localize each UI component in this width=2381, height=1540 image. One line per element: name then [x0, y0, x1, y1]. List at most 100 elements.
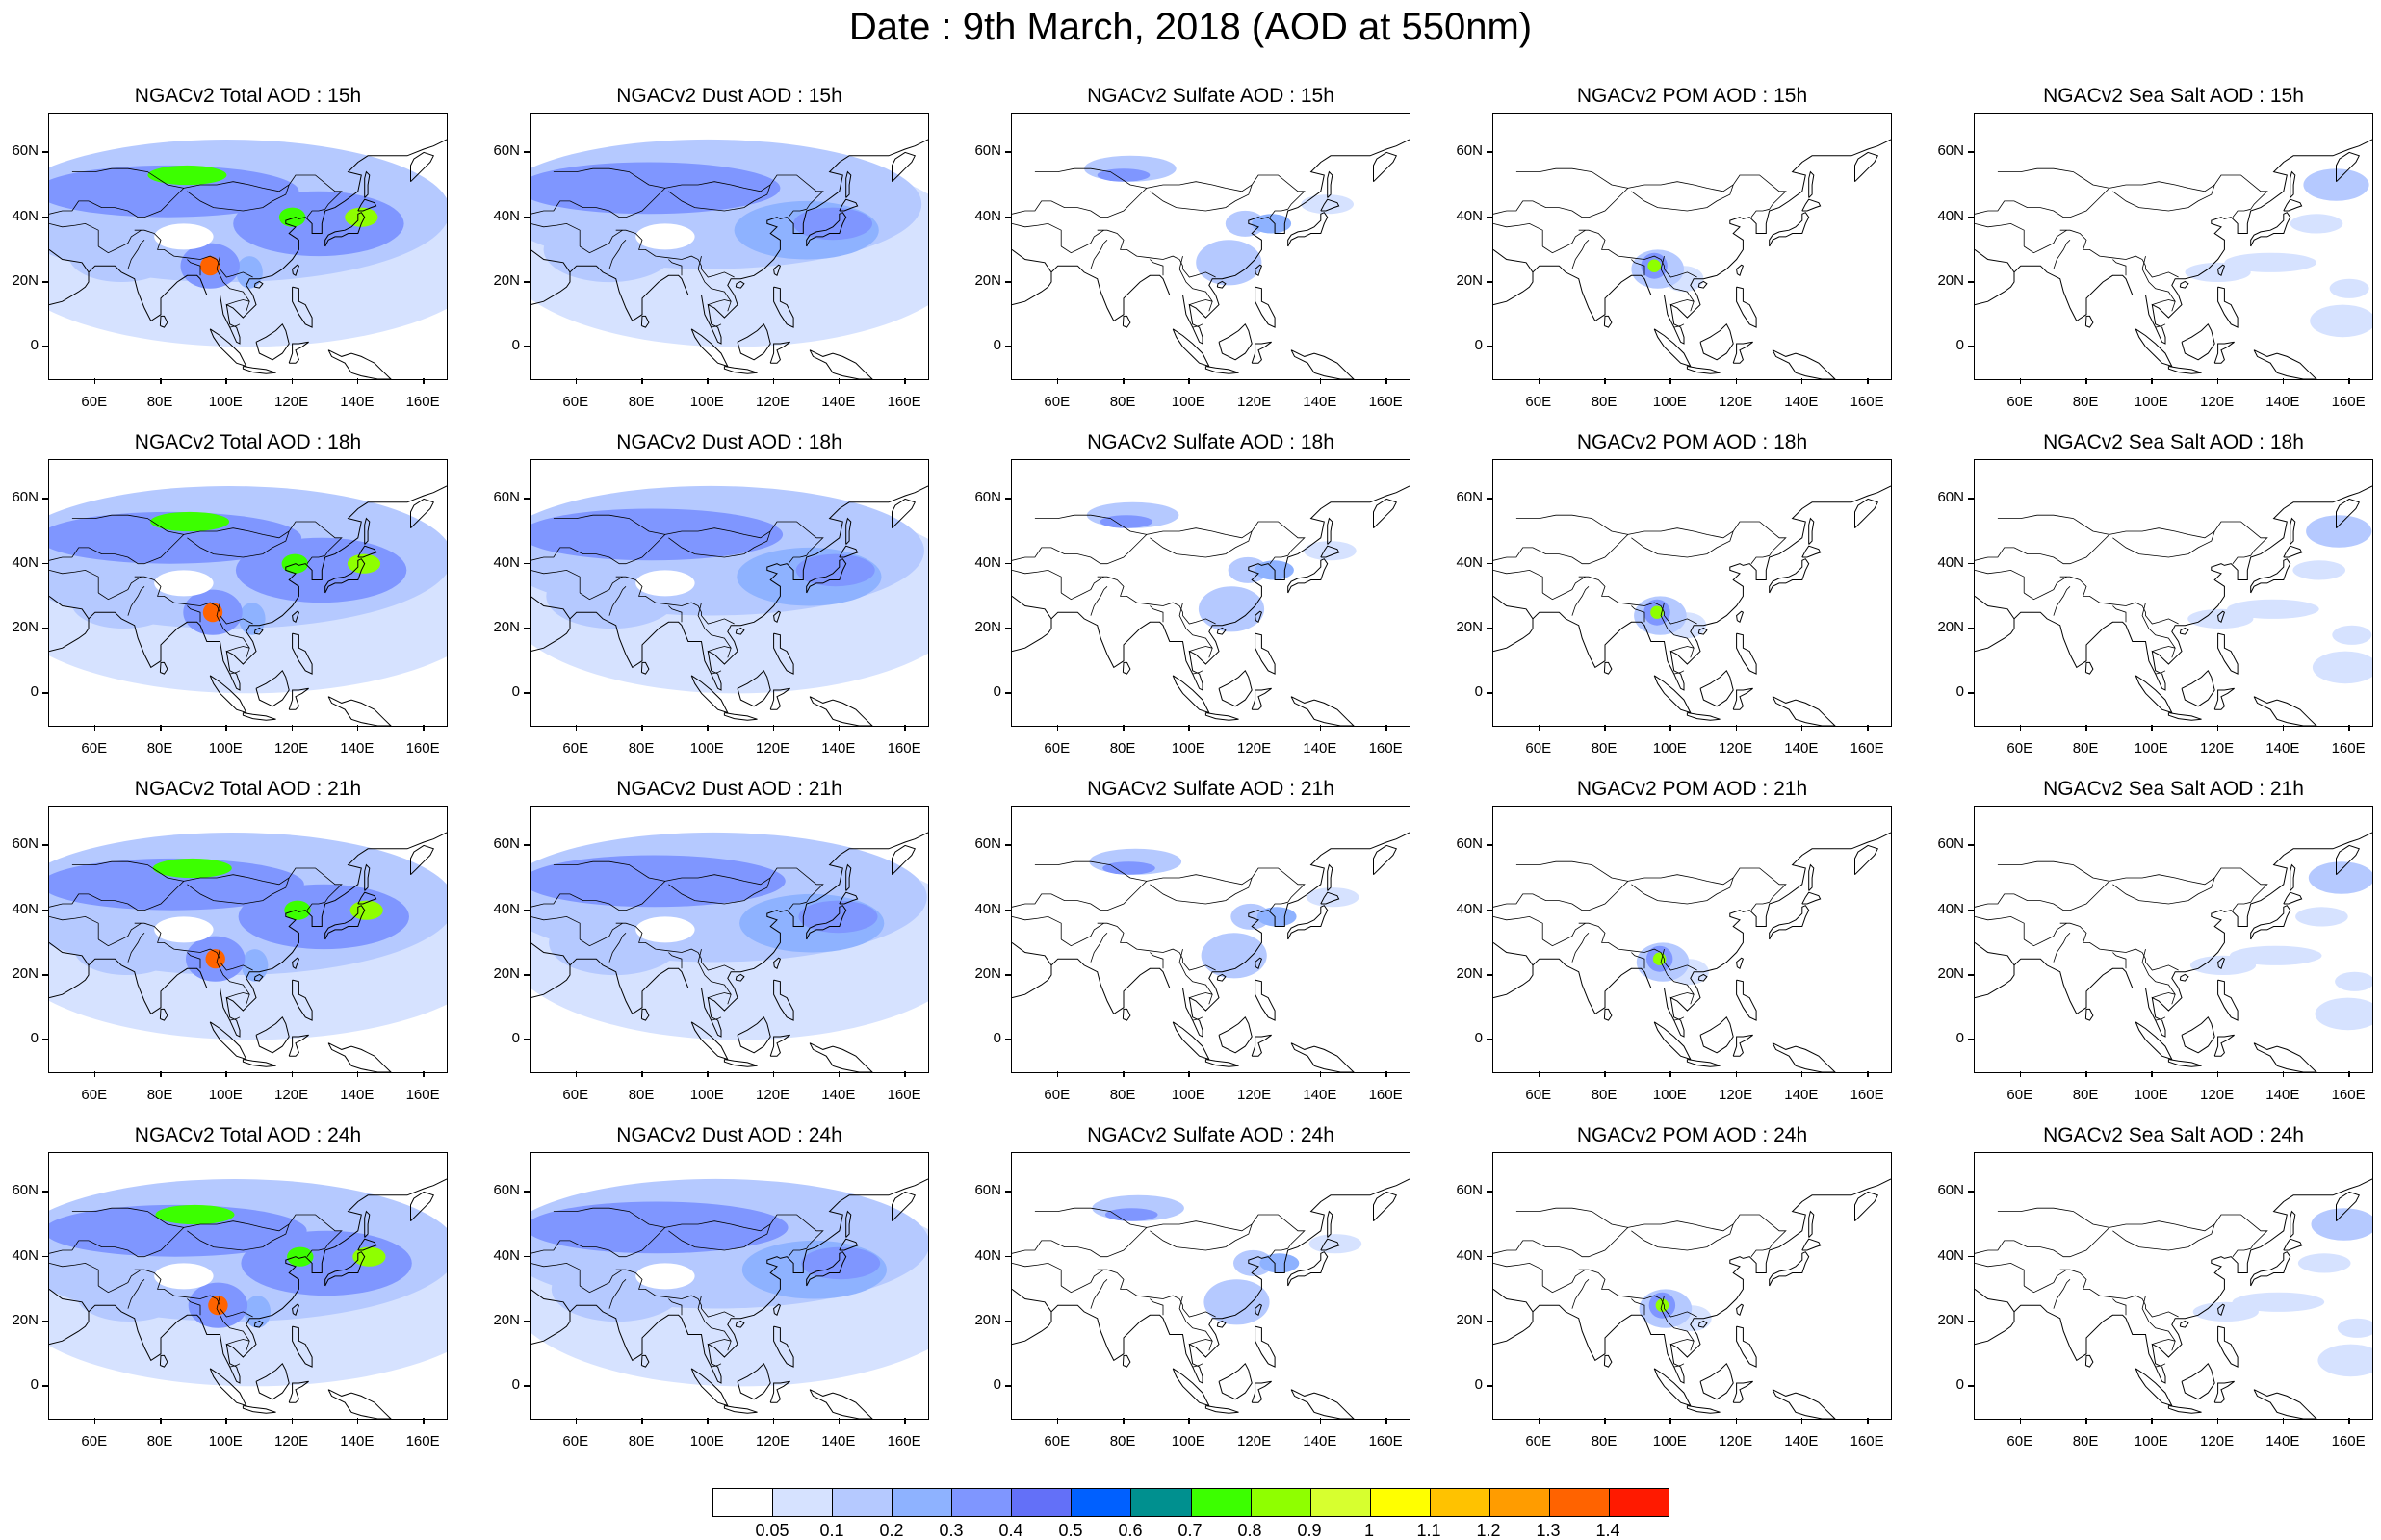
coastline	[1218, 322, 1253, 361]
y-tick	[1487, 974, 1492, 976]
x-tick	[225, 725, 227, 731]
y-tick-label: 40N	[974, 900, 1001, 917]
x-tick-label: 80E	[146, 394, 173, 410]
country-border	[2152, 299, 2176, 305]
x-tick	[772, 378, 775, 384]
coastline	[2336, 1191, 2361, 1222]
country-border	[127, 1279, 145, 1309]
country-border	[668, 1298, 683, 1316]
coastline	[209, 1368, 247, 1407]
y-tick	[524, 562, 530, 565]
country-border	[1150, 877, 1253, 905]
coastline	[892, 1191, 917, 1222]
country-border	[711, 323, 722, 328]
panel-title: NGACv2 Total AOD : 15h	[134, 85, 362, 107]
y-tick	[1487, 628, 1492, 629]
aod-contour	[635, 570, 695, 597]
country-border	[134, 576, 253, 625]
y-tick-label: 20N	[974, 1312, 1001, 1329]
x-tick	[1385, 725, 1387, 731]
x-tick	[2216, 725, 2219, 731]
coastline	[2084, 661, 2094, 675]
country-border	[1090, 933, 1108, 962]
country-border	[579, 1269, 623, 1294]
country-border	[71, 167, 184, 189]
coastline	[1493, 485, 1891, 691]
coastline	[892, 498, 917, 529]
x-tick	[1319, 725, 1322, 731]
x-tick	[838, 378, 841, 384]
country-border	[1150, 1298, 1164, 1316]
country-border	[1493, 867, 1787, 911]
coastline	[806, 1251, 847, 1287]
coastline	[1603, 661, 1613, 675]
x-tick	[707, 1071, 709, 1077]
y-tick	[1487, 281, 1492, 283]
aod-contour	[284, 900, 311, 920]
map-panel-pom-18h: NGACv2 POM AOD : 18h 60N 40N 20N 0 60E 80E 100E…	[1444, 430, 1926, 777]
country-border	[2023, 229, 2067, 254]
x-tick-label: 80E	[146, 1087, 173, 1103]
country-border	[1515, 860, 1628, 882]
coastline	[1255, 632, 1276, 675]
y-tick	[1968, 974, 1974, 976]
x-tick-label: 100E	[208, 1433, 243, 1450]
country-border	[306, 901, 325, 911]
y-tick	[524, 692, 530, 694]
coastline	[735, 627, 745, 635]
coastline	[1653, 1021, 1692, 1061]
country-border	[1750, 554, 1770, 564]
y-tick-label: 60N	[1456, 835, 1483, 853]
coastline	[1172, 1368, 1210, 1407]
coastline	[1772, 1042, 1836, 1072]
x-tick-label: 60E	[562, 394, 589, 410]
x-tick	[1867, 1071, 1869, 1077]
country-border	[226, 299, 250, 305]
y-tick	[42, 346, 48, 347]
country-border	[1578, 1269, 1697, 1318]
coastline	[255, 1015, 290, 1054]
country-border	[608, 1279, 627, 1309]
coastline	[1373, 498, 1398, 529]
y-tick-label: 20N	[493, 965, 520, 983]
x-tick-label: 120E	[1237, 1087, 1272, 1103]
map-panel-pom-21h: NGACv2 POM AOD : 21h 60N 40N 20N 0 60E 80E 100E…	[1444, 777, 1926, 1123]
coastline	[209, 328, 247, 368]
coastline	[1216, 280, 1227, 289]
coastline	[1012, 1311, 1052, 1346]
colorbar-label: 0.4	[998, 1521, 1023, 1540]
aod-contour	[1655, 1298, 1669, 1312]
colorbar-label: 1	[1363, 1521, 1374, 1540]
country-border	[306, 554, 325, 564]
country-border	[127, 586, 145, 616]
coastline	[1012, 271, 1052, 306]
country-border	[1571, 933, 1590, 962]
coastline	[255, 1362, 290, 1400]
country-border	[49, 222, 99, 246]
x-tick-label: 140E	[1784, 740, 1819, 757]
aod-contour	[2337, 1318, 2372, 1338]
country-border	[1631, 605, 1645, 623]
y-tick-label: 0	[511, 683, 520, 701]
coastline	[2250, 905, 2291, 940]
country-border	[1541, 576, 1586, 601]
x-tick	[641, 378, 643, 384]
country-border	[1515, 1207, 1628, 1228]
x-tick	[1319, 1418, 1322, 1424]
country-border	[2059, 229, 2179, 278]
map-frame	[1011, 113, 1410, 380]
panel-title: NGACv2 Sea Salt AOD : 24h	[2043, 1124, 2304, 1146]
coastline	[2181, 669, 2215, 707]
coastline	[892, 151, 917, 183]
x-tick-label: 80E	[628, 1087, 655, 1103]
x-tick-label: 60E	[1525, 1087, 1552, 1103]
coastline	[640, 661, 650, 675]
country-border	[531, 174, 824, 218]
y-tick	[42, 1321, 48, 1322]
country-border	[1673, 1016, 1685, 1021]
y-tick-label: 20N	[493, 1312, 520, 1329]
aod-contour	[2310, 304, 2372, 338]
y-tick-label: 40N	[1937, 207, 1964, 224]
colorbar-box	[833, 1489, 893, 1516]
colorbar-label: 0.6	[1118, 1521, 1143, 1540]
